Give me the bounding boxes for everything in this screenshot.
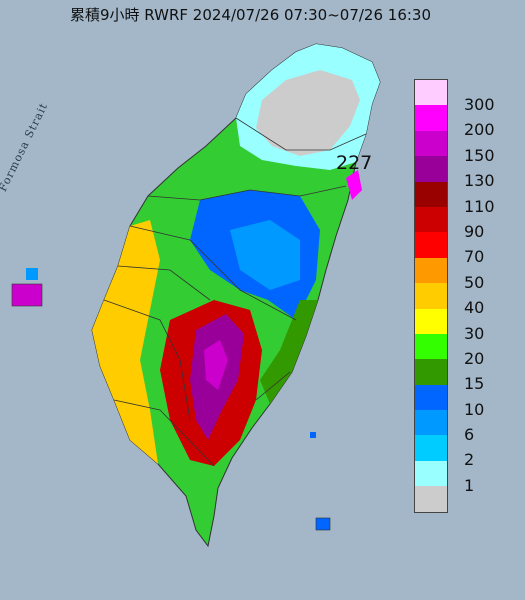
legend-label: 200 [464, 120, 495, 140]
legend-swatch [415, 384, 447, 411]
legend-swatch [415, 410, 447, 436]
north-no-rain [256, 70, 360, 156]
legend-swatch [415, 359, 447, 385]
legend-label: 15 [464, 374, 485, 394]
county-borders [103, 117, 367, 467]
legend-label: 110 [464, 196, 495, 216]
south-peak-magenta [204, 340, 228, 390]
legend-swatch [415, 333, 447, 360]
east-islet [310, 432, 316, 438]
northeast-peak [346, 170, 362, 200]
legend-swatch [415, 156, 447, 182]
legend-label: 1 [464, 475, 475, 495]
legend-label: 2 [464, 450, 475, 470]
legend-swatch [415, 130, 447, 157]
color-legend [414, 79, 448, 513]
legend-label: 300 [464, 95, 495, 114]
legend-label: 130 [464, 171, 495, 191]
legend-label: 90 [464, 221, 485, 241]
legend-label: 70 [464, 247, 485, 267]
legend-swatch [415, 283, 447, 309]
legend-swatch [415, 232, 447, 258]
legend-swatch [415, 257, 447, 284]
green-island [315, 517, 331, 531]
legend-label: 6 [464, 425, 475, 445]
legend-swatch [415, 308, 447, 334]
legend-labels: 300 200 150 130 110 90 70 50 40 30 20 15 10 6 2 1 [464, 92, 495, 498]
legend-label: 150 [464, 145, 495, 165]
legend-swatch [415, 486, 447, 512]
legend-swatch [415, 80, 447, 106]
legend-label: 10 [464, 399, 485, 419]
central-light-blue [230, 220, 300, 290]
legend-label: 50 [464, 272, 485, 292]
legend-swatch [415, 460, 447, 487]
legend-swatch [415, 105, 447, 131]
penghu-islands [11, 283, 43, 307]
legend-swatch [415, 435, 447, 461]
map-title: 累積9小時 RWRF 2024/07/26 07:30~07/26 16:30 [70, 6, 432, 24]
legend-label: 30 [464, 323, 485, 343]
penghu-islands-2 [26, 268, 38, 280]
max-rainfall-label: 227 [336, 152, 373, 174]
legend-swatch [415, 181, 447, 207]
west-coast-band [92, 220, 160, 464]
legend-swatch [415, 206, 447, 233]
legend-label: 20 [464, 348, 485, 368]
legend-label: 40 [464, 298, 485, 318]
east-coast-green [260, 300, 318, 404]
